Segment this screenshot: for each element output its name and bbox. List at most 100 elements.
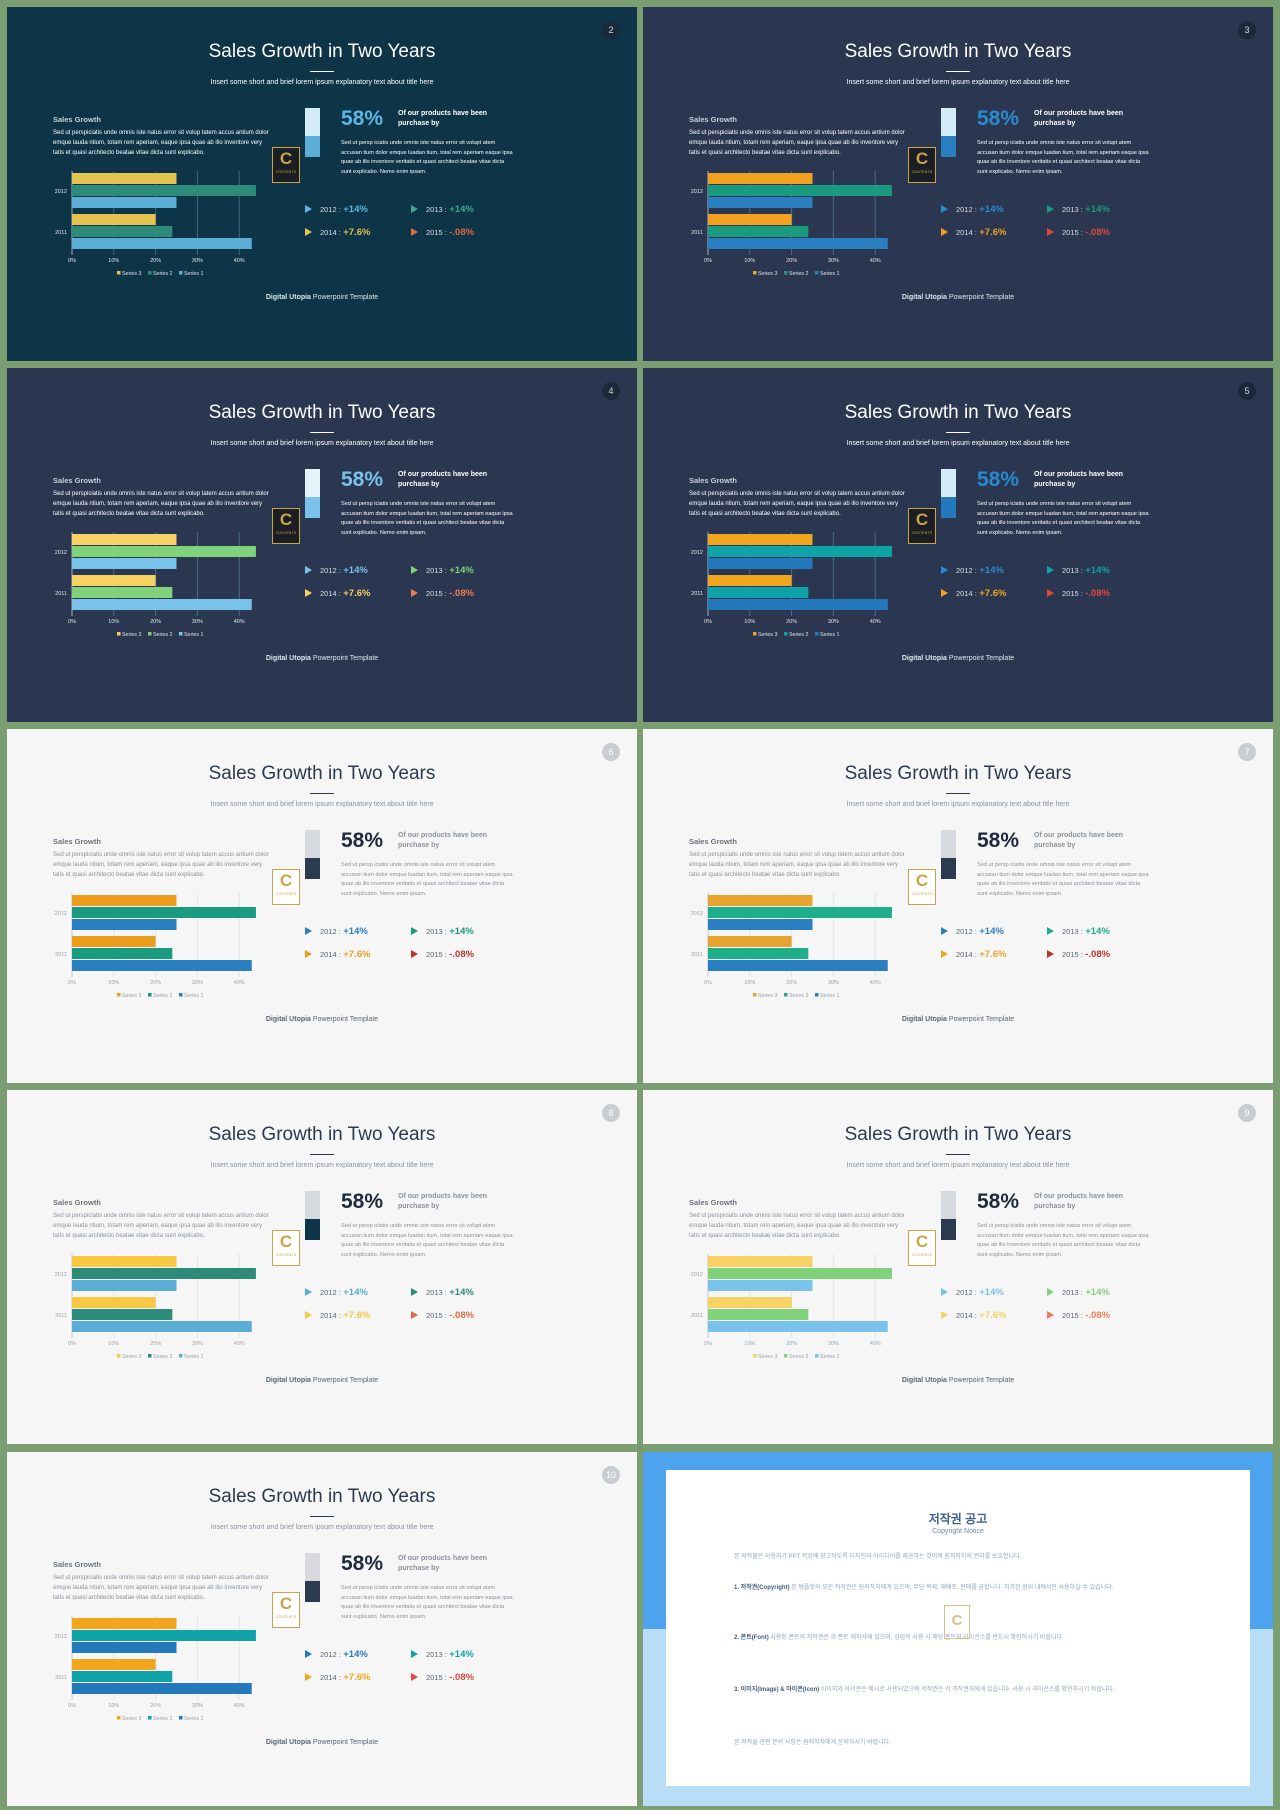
stat-year: 2014 : [956,950,977,959]
percent-value: 58% [977,107,1020,130]
x-tick-label: 0% [704,619,712,625]
triangle-bullet-icon [1047,1288,1054,1296]
triangle-bullet-icon [1047,589,1054,597]
stat-item: 2015 : -.08% [1047,1310,1110,1321]
stat-value: +7.6% [343,227,371,238]
logo-text: CONTENTS [275,1615,297,1619]
stat-item: 2015 : -.08% [411,1310,474,1321]
triangle-bullet-icon [305,1673,312,1681]
percent-text: Sed ut persp iciatis unde omnis iste nat… [977,1223,1149,1258]
legend-label: Series 1 [184,632,203,638]
triangle-bullet-icon [941,589,948,597]
bar-series-1 [72,599,252,610]
stat-year: 2012 : [956,927,977,936]
x-tick-label: 30% [192,258,203,264]
legend-label: Series 2 [789,271,808,277]
gauge-fill [305,136,320,157]
stat-item: 2013 : +14% [1047,1287,1110,1298]
bar-series-2 [72,226,173,237]
stat-value: +7.6% [979,1310,1007,1321]
section-body-text: Sed ut perspiciatis unde omnis iste natu… [53,1213,269,1239]
logo-text: CONTENTS [275,531,297,535]
slide-title: Sales Growth in Two Years [844,402,1072,423]
stat-year: 2014 : [956,1311,977,1320]
legend-swatch [117,271,121,275]
percent-heading: Of our products have been purchase by [398,471,488,488]
stat-year: 2012 : [956,566,977,575]
stat-year: 2012 : [320,566,341,575]
legend-label: Series 1 [820,271,839,277]
bar-series-1 [72,238,252,249]
triangle-bullet-icon [1047,228,1054,236]
x-tick-label: 40% [234,980,245,986]
gauge-empty [941,1191,956,1219]
stat-item: 2015 : -.08% [411,949,474,960]
notice-item-head: 2. 폰트(Font) [734,1635,769,1641]
section-title: Sales Growth [689,1198,737,1207]
notice-title: 저작권 공고 [928,1512,988,1526]
percent-heading: Of our products have been purchase by [398,110,488,127]
footer-rest: Powerpoint Template [946,655,1015,662]
triangle-bullet-icon [941,1288,948,1296]
stat-year: 2015 : [426,950,447,959]
y-category-label: 2012 [55,189,67,195]
footer-rest: Powerpoint Template [310,1377,379,1384]
bar-series-3 [72,1618,177,1629]
gauge-empty [941,108,956,136]
stat-item: 2012 : +14% [941,204,1004,215]
slide-title: Sales Growth in Two Years [208,41,436,62]
logo-watermark-icon: C [944,1605,970,1639]
y-category-label: 2011 [55,230,67,236]
bar-series-2 [708,546,892,557]
stat-value: +14% [343,1287,368,1298]
slide-thumbnail[interactable]: 10 Sales Growth in Two Years Insert some s… [7,1452,637,1806]
slide-thumbnail[interactable]: 9 Sales Growth in Two Years Insert some sh… [643,1090,1273,1444]
footer-brand: Digital Utopia [265,294,311,301]
percent-heading: Of our products have been purchase by [1034,1193,1124,1210]
legend-label: Series 2 [789,632,808,638]
slide-thumbnail[interactable]: 5 Sales Growth in Two Years Insert some sh… [643,368,1273,722]
section-title: Sales Growth [53,837,101,846]
legend-label: Series 3 [122,1716,141,1722]
triangle-bullet-icon [941,566,948,574]
stat-value: +14% [979,565,1004,576]
x-tick-label: 10% [108,619,119,625]
y-category-label: 2011 [691,952,703,958]
y-category-label: 2012 [55,550,67,556]
section-body-text: Sed ut perspiciatis unde omnis iste natu… [689,130,905,156]
x-tick-label: 30% [828,619,839,625]
bar-series-2 [72,1268,256,1279]
title-divider [310,793,334,794]
slide-thumbnail[interactable]: 8 Sales Growth in Two Years Insert some sh… [7,1090,637,1444]
y-category-label: 2011 [691,230,703,236]
footer-brand: Digital Utopia [265,655,311,662]
bar-series-1 [72,558,177,569]
legend-label: Series 2 [789,993,808,999]
stat-value: +14% [343,204,368,215]
title-divider [310,1516,334,1517]
slide-thumbnail[interactable]: 7 Sales Growth in Two Years Insert some sh… [643,729,1273,1083]
bar-series-2 [708,1309,809,1320]
slide-thumbnail[interactable]: 2 Sales Growth in Two Years Insert some sh… [7,7,637,361]
percent-value: 58% [341,1190,384,1213]
stat-value: +14% [343,926,368,937]
stat-year: 2013 : [1062,1288,1083,1297]
footer-brand: Digital Utopia [265,1377,311,1384]
section-title: Sales Growth [689,476,737,485]
legend-swatch [117,993,121,997]
percent-text: Sed ut persp iciatis unde omnis iste nat… [977,140,1149,175]
bar-series-2 [708,587,809,598]
slide-thumbnail[interactable]: 6 Sales Growth in Two Years Insert some sh… [7,729,637,1083]
triangle-bullet-icon [941,228,948,236]
stat-item: 2013 : +14% [1047,926,1110,937]
slide-thumbnail[interactable]: 4 Sales Growth in Two Years Insert some sh… [7,368,637,722]
slide-thumbnail[interactable]: 3 Sales Growth in Two Years Insert some sh… [643,7,1273,361]
slide-number-badge: 8 [602,1104,620,1122]
copyright-notice-slide[interactable]: 저작권 공고 Copyright Notice 본 저작물은 사용자가 PPT … [643,1452,1273,1806]
x-tick-label: 10% [108,980,119,986]
bar-series-3 [708,895,813,906]
percent-text: Sed ut persp iciatis unde omnis iste nat… [977,862,1149,897]
gauge-empty [941,469,956,497]
